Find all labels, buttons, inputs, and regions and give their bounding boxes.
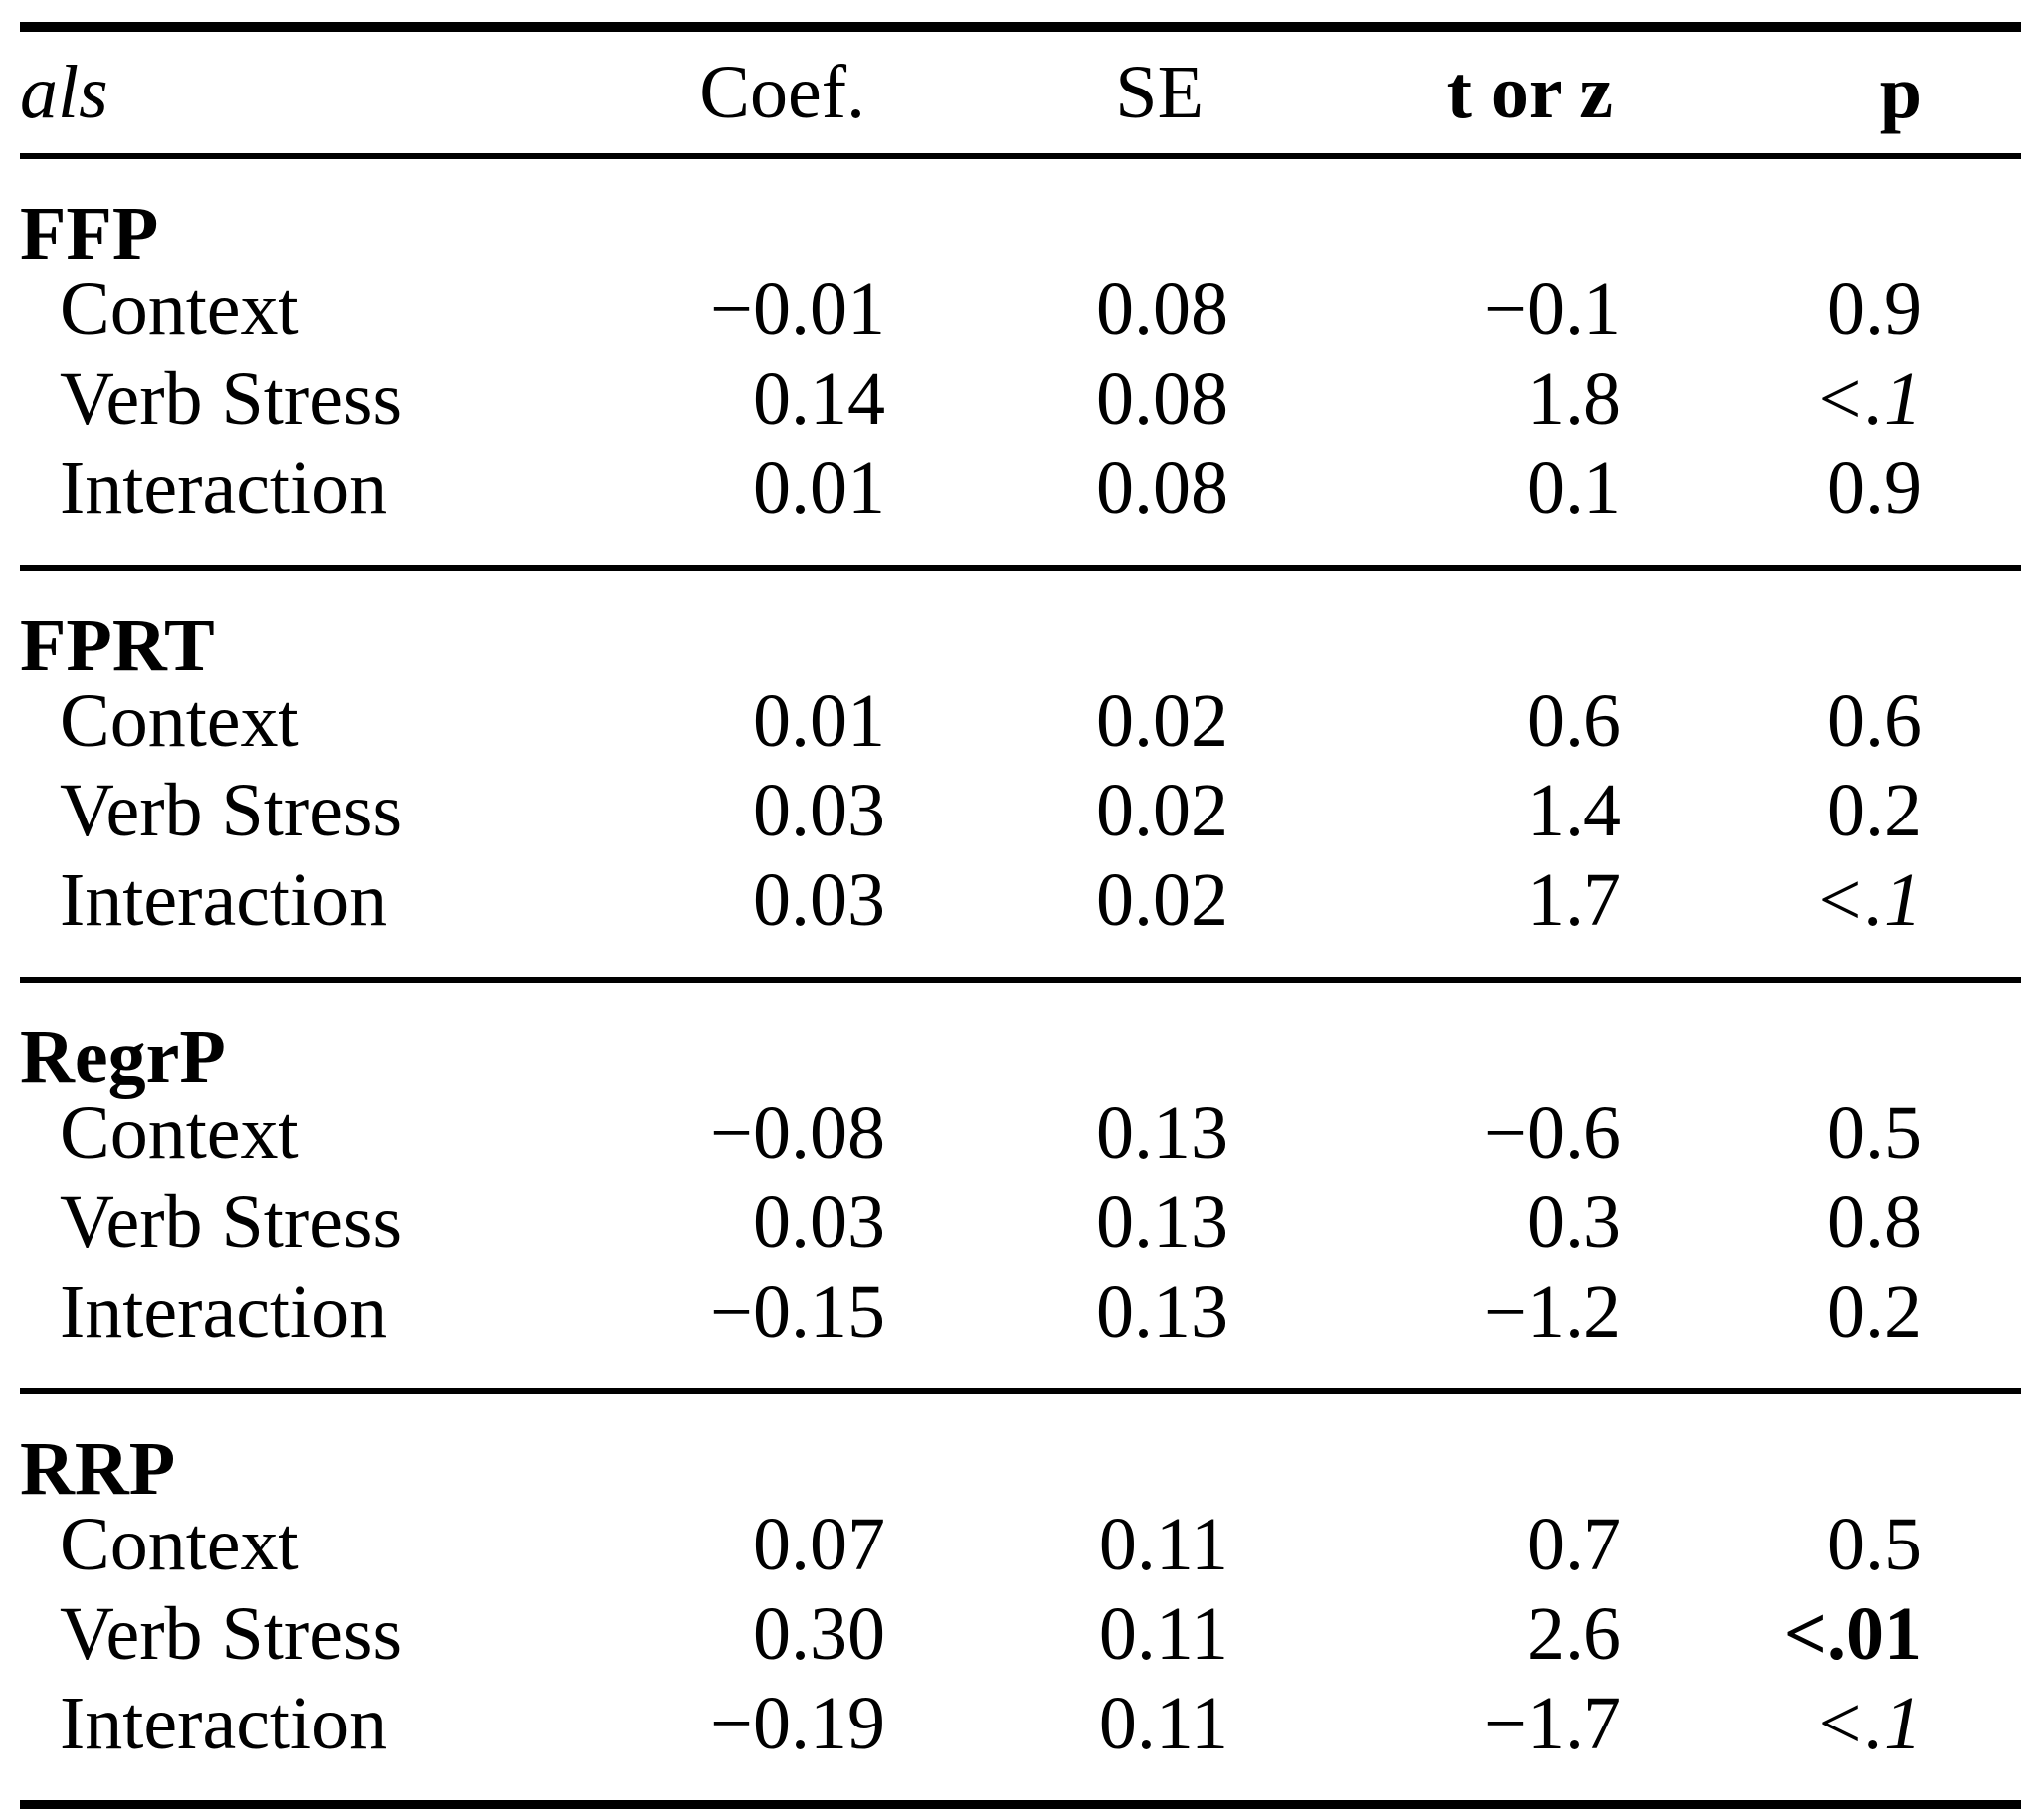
cell-p: <.1 bbox=[1813, 356, 1922, 441]
section-separator-rule bbox=[20, 565, 2021, 571]
row-label: Interaction bbox=[60, 857, 388, 942]
section-header-row: RegrP bbox=[20, 1014, 2021, 1099]
section-ffp: FFP Context −0.01 0.08 −0.1 0.9 Verb Str… bbox=[20, 159, 2021, 565]
header-se: SE bbox=[1115, 50, 1204, 134]
cell-torz: −1.2 bbox=[1484, 1269, 1621, 1354]
cell-coef: 0.14 bbox=[753, 356, 885, 441]
cell-p: 0.5 bbox=[1827, 1502, 1922, 1586]
table-row: Interaction 0.01 0.08 0.1 0.9 bbox=[20, 444, 2021, 533]
section-name: RRP bbox=[20, 1427, 176, 1511]
table-row: Verb Stress 0.14 0.08 1.8 <.1 bbox=[20, 354, 2021, 444]
table-row: Context −0.01 0.08 −0.1 0.9 bbox=[20, 265, 2021, 354]
cell-p: 0.2 bbox=[1827, 1269, 1922, 1354]
table-row: Context −0.08 0.13 −0.6 0.5 bbox=[20, 1088, 2021, 1178]
row-label: Context bbox=[60, 1502, 299, 1586]
cell-p: <.01 bbox=[1783, 1591, 1922, 1676]
header-torz: t or z bbox=[1446, 50, 1613, 134]
header-als: als bbox=[20, 50, 108, 134]
row-label: Verb Stress bbox=[60, 1180, 403, 1264]
cell-torz: −1.7 bbox=[1484, 1681, 1621, 1765]
table-bottom-rule bbox=[20, 1800, 2021, 1809]
section-separator-rule bbox=[20, 977, 2021, 983]
row-label: Context bbox=[60, 678, 299, 763]
table-row: Verb Stress 0.03 0.13 0.3 0.8 bbox=[20, 1178, 2021, 1267]
header-coef: Coef. bbox=[699, 50, 865, 134]
table-row: Interaction −0.19 0.11 −1.7 <.1 bbox=[20, 1679, 2021, 1768]
table-top-rule bbox=[20, 22, 2021, 32]
section-name: FFP bbox=[20, 192, 159, 275]
cell-p: 0.9 bbox=[1827, 446, 1922, 530]
section-header-row: FPRT bbox=[20, 603, 2021, 687]
cell-torz: 0.7 bbox=[1527, 1502, 1621, 1586]
cell-torz: −0.1 bbox=[1484, 267, 1621, 351]
row-label: Interaction bbox=[60, 446, 388, 530]
table-row: Verb Stress 0.30 0.11 2.6 <.01 bbox=[20, 1589, 2021, 1679]
row-label: Interaction bbox=[60, 1681, 388, 1765]
cell-p: <.1 bbox=[1813, 857, 1922, 942]
row-label: Verb Stress bbox=[60, 768, 403, 852]
cell-torz: 1.8 bbox=[1527, 356, 1621, 441]
cell-coef: −0.01 bbox=[710, 267, 885, 351]
section-header-row: RRP bbox=[20, 1426, 2021, 1511]
cell-p: 0.6 bbox=[1827, 678, 1922, 763]
cell-coef: −0.15 bbox=[710, 1269, 885, 1354]
cell-se: 0.08 bbox=[1096, 446, 1228, 530]
table-row: Interaction 0.03 0.02 1.7 <.1 bbox=[20, 855, 2021, 945]
cell-se: 0.11 bbox=[1098, 1502, 1228, 1586]
cell-se: 0.13 bbox=[1096, 1090, 1228, 1175]
section-header-row: FFP bbox=[20, 191, 2021, 275]
cell-p: 0.9 bbox=[1827, 267, 1922, 351]
table-row: Context 0.07 0.11 0.7 0.5 bbox=[20, 1500, 2021, 1589]
cell-torz: 0.3 bbox=[1527, 1180, 1621, 1264]
cell-coef: 0.30 bbox=[753, 1591, 885, 1676]
cell-se: 0.02 bbox=[1096, 678, 1228, 763]
row-label: Context bbox=[60, 267, 299, 351]
cell-se: 0.08 bbox=[1096, 356, 1228, 441]
cell-p: 0.2 bbox=[1827, 768, 1922, 852]
cell-se: 0.11 bbox=[1098, 1591, 1228, 1676]
cell-coef: −0.08 bbox=[710, 1090, 885, 1175]
cell-coef: 0.07 bbox=[753, 1502, 885, 1586]
cell-se: 0.02 bbox=[1096, 857, 1228, 942]
table-row: Verb Stress 0.03 0.02 1.4 0.2 bbox=[20, 766, 2021, 855]
row-label: Context bbox=[60, 1090, 299, 1175]
cell-p: 0.5 bbox=[1827, 1090, 1922, 1175]
cell-p: 0.8 bbox=[1827, 1180, 1922, 1264]
table-row: Context 0.01 0.02 0.6 0.6 bbox=[20, 676, 2021, 766]
cell-torz: 0.6 bbox=[1527, 678, 1621, 763]
cell-se: 0.08 bbox=[1096, 267, 1228, 351]
section-name: RegrP bbox=[20, 1015, 226, 1099]
row-label: Interaction bbox=[60, 1269, 388, 1354]
cell-coef: 0.01 bbox=[753, 446, 885, 530]
section-fprt: FPRT Context 0.01 0.02 0.6 0.6 Verb Stre… bbox=[20, 571, 2021, 977]
section-regrp: RegrP Context −0.08 0.13 −0.6 0.5 Verb S… bbox=[20, 983, 2021, 1388]
cell-coef: 0.03 bbox=[753, 1180, 885, 1264]
cell-se: 0.11 bbox=[1098, 1681, 1228, 1765]
cell-coef: −0.19 bbox=[710, 1681, 885, 1765]
section-name: FPRT bbox=[20, 604, 215, 687]
cell-se: 0.13 bbox=[1096, 1180, 1228, 1264]
header-p: p bbox=[1879, 50, 1922, 134]
cell-torz: 1.4 bbox=[1527, 768, 1621, 852]
cell-p: <.1 bbox=[1813, 1681, 1922, 1765]
row-label: Verb Stress bbox=[60, 356, 403, 441]
cell-torz: 2.6 bbox=[1527, 1591, 1621, 1676]
cell-coef: 0.03 bbox=[753, 857, 885, 942]
cell-torz: −0.6 bbox=[1484, 1090, 1621, 1175]
row-label: Verb Stress bbox=[60, 1591, 403, 1676]
section-rrp: RRP Context 0.07 0.11 0.7 0.5 Verb Stres… bbox=[20, 1394, 2021, 1800]
table-header-row: als Coef. SE t or z p bbox=[20, 32, 2021, 153]
cell-coef: 0.03 bbox=[753, 768, 885, 852]
cell-se: 0.02 bbox=[1096, 768, 1228, 852]
cell-se: 0.13 bbox=[1096, 1269, 1228, 1354]
cell-coef: 0.01 bbox=[753, 678, 885, 763]
cell-torz: 0.1 bbox=[1527, 446, 1621, 530]
section-separator-rule bbox=[20, 1388, 2021, 1394]
cell-torz: 1.7 bbox=[1527, 857, 1621, 942]
header-separator-rule bbox=[20, 153, 2021, 159]
table-row: Interaction −0.15 0.13 −1.2 0.2 bbox=[20, 1267, 2021, 1357]
